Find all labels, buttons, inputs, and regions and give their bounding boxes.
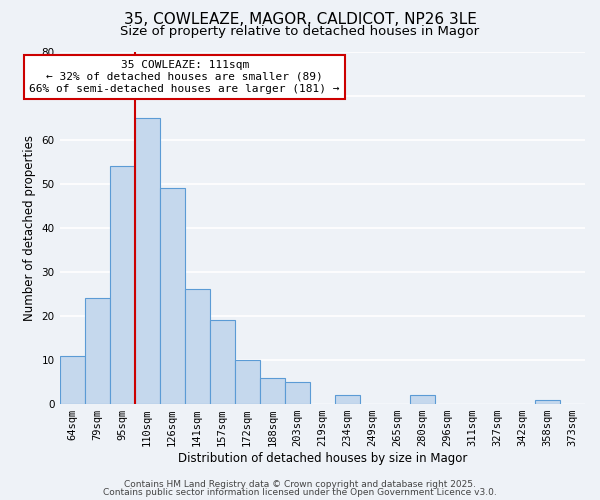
Bar [185, 290, 209, 404]
Text: Contains public sector information licensed under the Open Government Licence v3: Contains public sector information licen… [103, 488, 497, 497]
Bar [410, 396, 435, 404]
Bar [59, 356, 85, 404]
Bar [335, 396, 360, 404]
Bar [285, 382, 310, 404]
Bar [160, 188, 185, 404]
Bar [134, 118, 160, 404]
Text: 35, COWLEAZE, MAGOR, CALDICOT, NP26 3LE: 35, COWLEAZE, MAGOR, CALDICOT, NP26 3LE [124, 12, 476, 28]
Bar [209, 320, 235, 404]
Y-axis label: Number of detached properties: Number of detached properties [23, 135, 36, 321]
Bar [535, 400, 560, 404]
X-axis label: Distribution of detached houses by size in Magor: Distribution of detached houses by size … [178, 452, 467, 465]
Bar [235, 360, 260, 404]
Bar [260, 378, 285, 404]
Bar [110, 166, 134, 404]
Bar [85, 298, 110, 404]
Text: Contains HM Land Registry data © Crown copyright and database right 2025.: Contains HM Land Registry data © Crown c… [124, 480, 476, 489]
Text: Size of property relative to detached houses in Magor: Size of property relative to detached ho… [121, 25, 479, 38]
Text: 35 COWLEAZE: 111sqm
← 32% of detached houses are smaller (89)
66% of semi-detach: 35 COWLEAZE: 111sqm ← 32% of detached ho… [29, 60, 340, 94]
